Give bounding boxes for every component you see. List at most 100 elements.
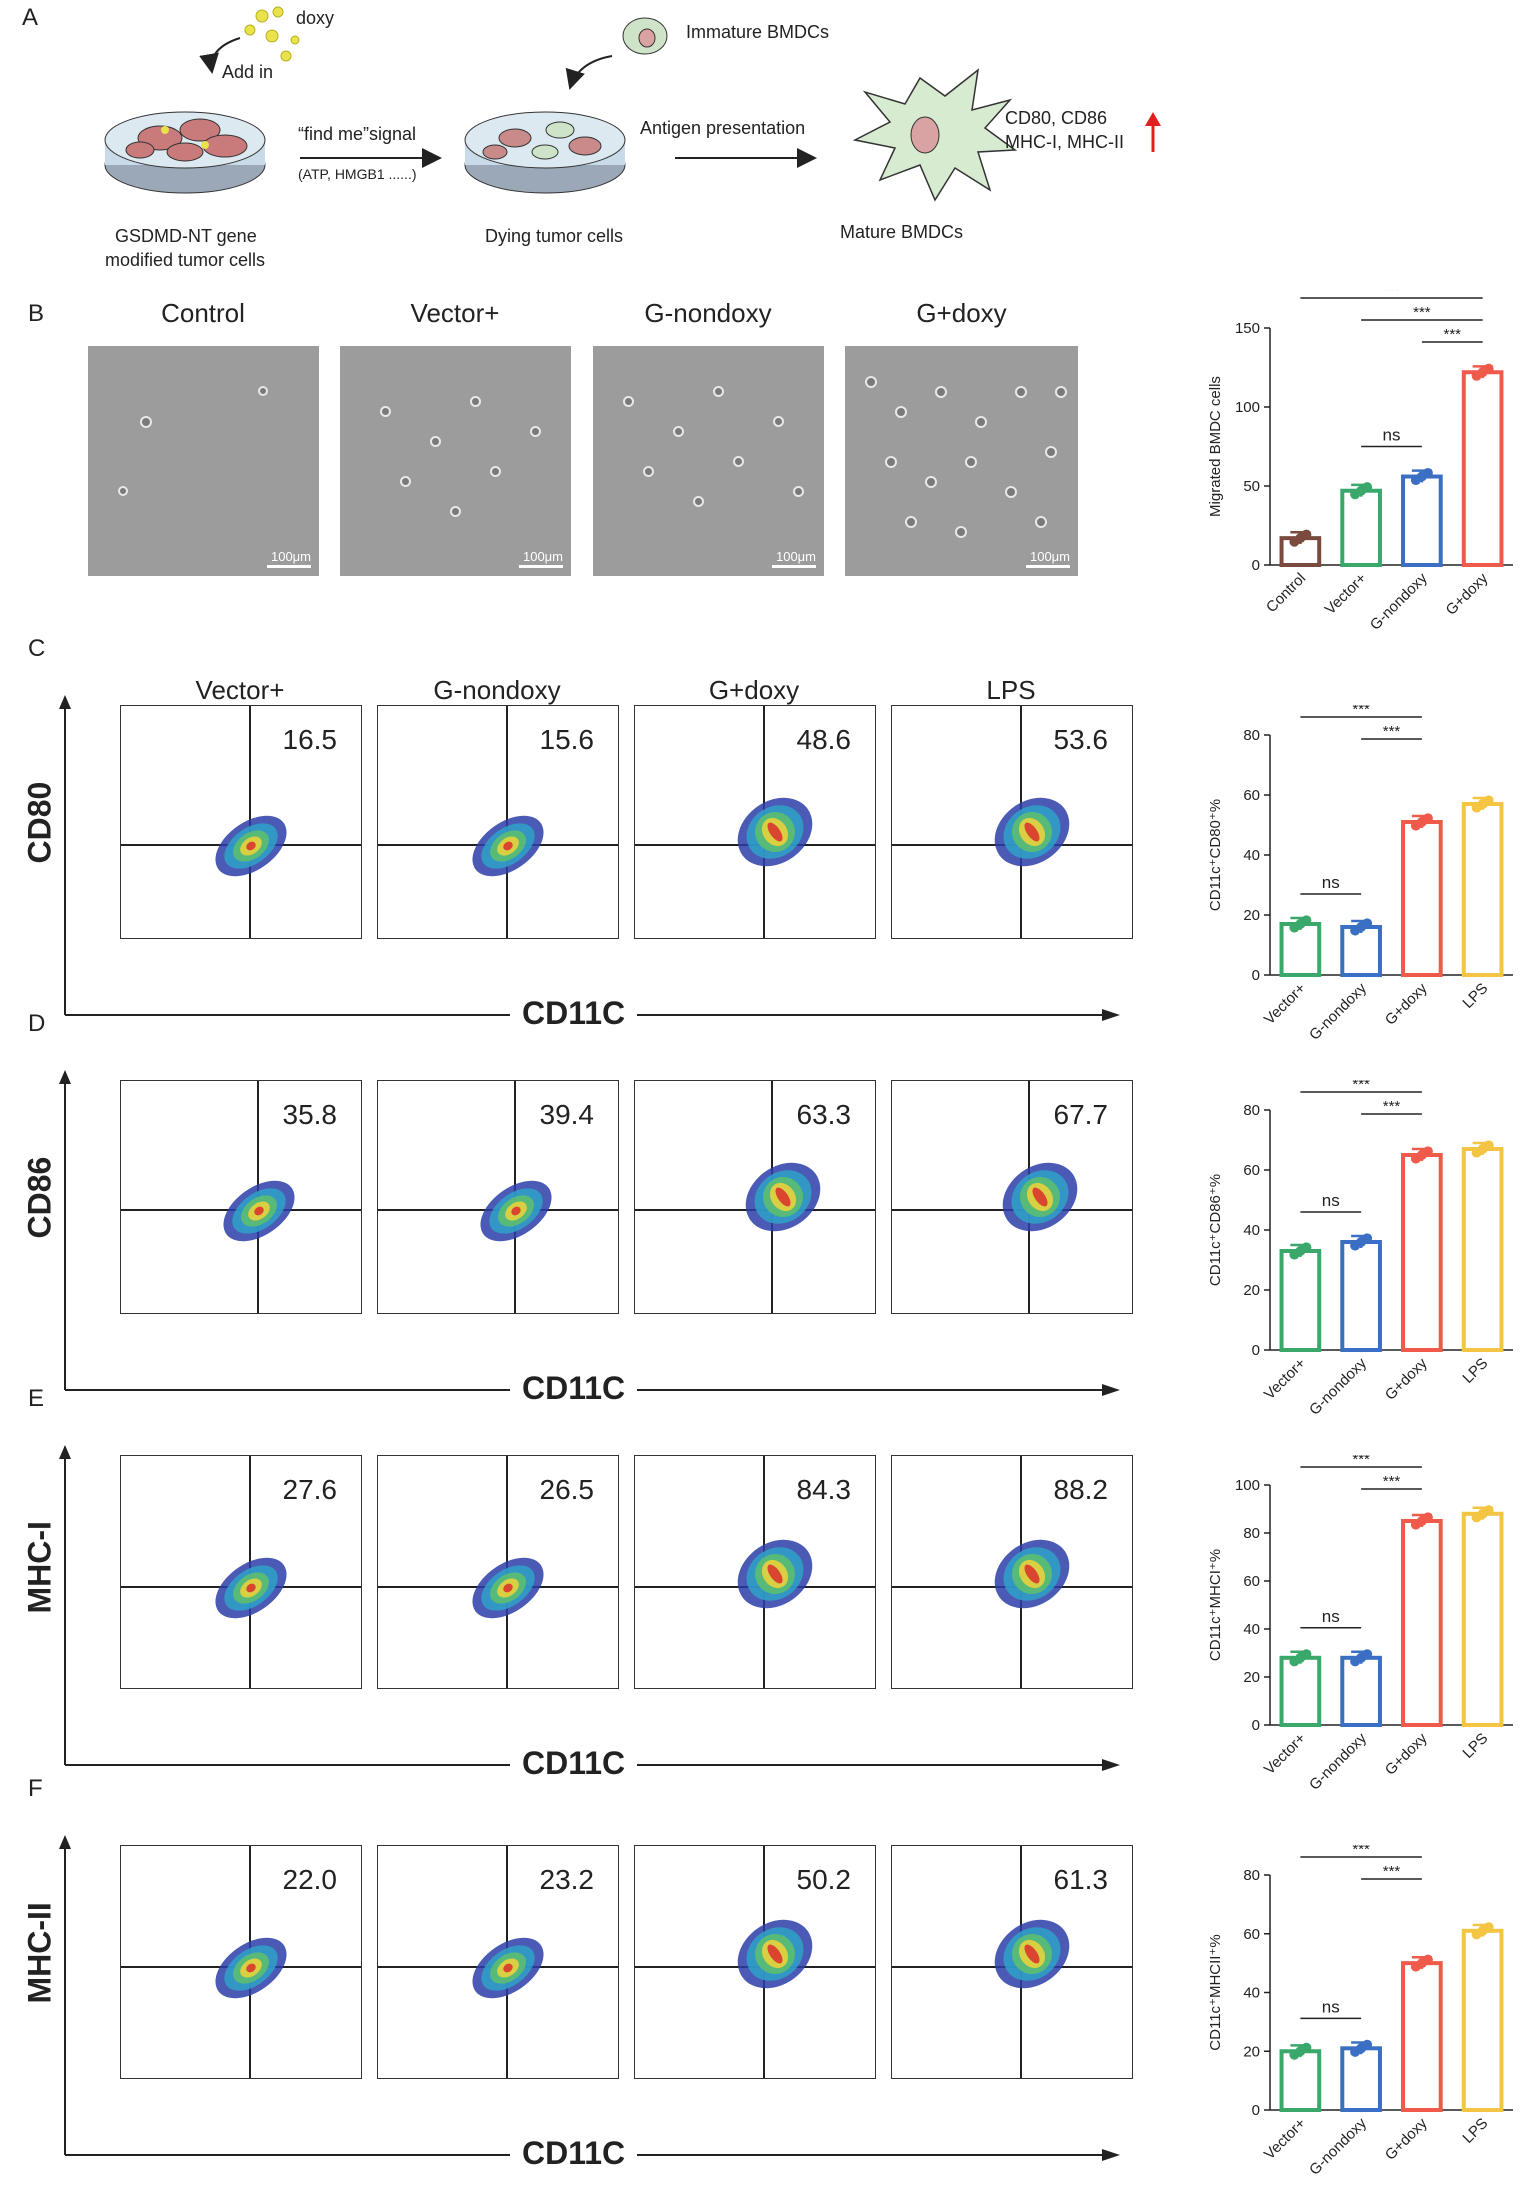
data-point bbox=[1362, 1233, 1373, 1244]
category-label: G-nondoxy bbox=[1306, 2114, 1370, 2178]
density-cloud bbox=[737, 1919, 813, 1989]
x-axis-arrowhead bbox=[1102, 1759, 1120, 1771]
category-label: G-nondoxy bbox=[1367, 569, 1431, 633]
category-label: LPS bbox=[1459, 1355, 1491, 1387]
bar-chart-migrated: 0 50 100 150 Migrated BMDC cells Control Vecto… bbox=[1207, 290, 1513, 634]
find-me-label: “find me”signal bbox=[298, 124, 417, 144]
significance-label: *** bbox=[1352, 705, 1370, 718]
bar bbox=[1340, 1655, 1382, 1727]
y-tick-label: 40 bbox=[1243, 847, 1260, 864]
y-axis-arrowhead bbox=[59, 1835, 71, 1849]
category-label: Vector+ bbox=[1322, 570, 1370, 618]
flow-group-title: LPS bbox=[986, 675, 1036, 705]
bar bbox=[1461, 1928, 1504, 2112]
flow-plot: 22.0 bbox=[120, 1845, 362, 2079]
density-cloud bbox=[480, 1180, 552, 1242]
quadrant-percentage: 26.5 bbox=[539, 1474, 595, 1505]
flow-x-label: CD11C bbox=[510, 995, 638, 1032]
y-axis-label: CD11c⁺MHCI⁺% bbox=[1207, 1549, 1224, 1661]
category-label: LPS bbox=[1459, 980, 1491, 1012]
panel-letter-e: E bbox=[28, 1385, 45, 1412]
significance-label: *** bbox=[1352, 1080, 1370, 1093]
category-label: Vector+ bbox=[1261, 1730, 1309, 1778]
data-point bbox=[1301, 1242, 1312, 1253]
bar bbox=[1340, 1240, 1382, 1352]
y-tick-label: 100 bbox=[1235, 1477, 1260, 1494]
category-label: G+doxy bbox=[1382, 979, 1431, 1028]
bar bbox=[1279, 2049, 1322, 2112]
flow-group-title: Vector+ bbox=[195, 675, 285, 705]
category-label: G+doxy bbox=[1382, 1354, 1431, 1403]
significance-label: *** bbox=[1383, 1473, 1401, 1490]
density-cloud bbox=[737, 797, 813, 867]
y-tick-label: 40 bbox=[1243, 1222, 1260, 1239]
x-axis-arrowhead bbox=[1102, 1009, 1120, 1021]
data-point bbox=[1422, 1954, 1433, 1965]
scale-bar bbox=[519, 565, 563, 568]
markers-line1: CD80, CD86 bbox=[1005, 108, 1108, 128]
y-tick-label: 80 bbox=[1243, 1102, 1260, 1119]
y-tick-label: 80 bbox=[1243, 1867, 1260, 1884]
density-cloud bbox=[215, 1937, 287, 1999]
quadrant-percentage: 48.6 bbox=[796, 724, 852, 755]
flow-x-label: CD11C bbox=[510, 2135, 638, 2172]
category-label: Control bbox=[1263, 570, 1309, 616]
y-axis-label: CD11c⁺MHCII⁺% bbox=[1207, 1934, 1224, 2050]
density-cloud bbox=[994, 1539, 1070, 1609]
y-tick-label: 60 bbox=[1243, 787, 1260, 804]
flow-plot: 61.3 bbox=[891, 1845, 1133, 2079]
quadrant-percentage: 35.8 bbox=[282, 1099, 338, 1130]
y-axis-arrowhead bbox=[59, 695, 71, 709]
data-point bbox=[1483, 363, 1494, 374]
significance-label: ns bbox=[1322, 1191, 1340, 1210]
antigen-label: Antigen presentation bbox=[640, 118, 806, 138]
quadrant-percentage: 27.6 bbox=[282, 1474, 338, 1505]
y-tick-label: 20 bbox=[1243, 1282, 1260, 1299]
panel-letter-c: C bbox=[28, 635, 46, 662]
quadrant-percentage: 50.2 bbox=[796, 1864, 852, 1895]
significance-label: *** bbox=[1383, 1863, 1401, 1880]
mature-bmdc-icon bbox=[852, 68, 1018, 202]
flow-plot: 27.6 bbox=[120, 1455, 362, 1689]
scale-text: 100μm bbox=[1029, 549, 1070, 564]
flow-x-label: CD11C bbox=[510, 1370, 638, 1407]
y-tick-label: 40 bbox=[1243, 1621, 1260, 1638]
data-point bbox=[1483, 1922, 1494, 1933]
y-tick-label: 150 bbox=[1235, 320, 1260, 337]
category-label: Vector+ bbox=[1261, 1355, 1309, 1403]
tumor-dish-icon bbox=[104, 111, 266, 194]
data-point bbox=[1362, 918, 1373, 929]
significance-label: ns bbox=[1322, 873, 1340, 892]
flow-plot: 26.5 bbox=[377, 1455, 619, 1689]
data-point bbox=[1422, 813, 1433, 824]
bar-chart-cd80: 0 20 40 60 80 CD11c⁺CD80⁺% Vector+G-nondoxy G+d… bbox=[1207, 705, 1513, 1044]
flow-plot: 63.3 bbox=[634, 1080, 876, 1314]
quadrant-percentage: 16.5 bbox=[282, 724, 338, 755]
y-tick-label: 80 bbox=[1243, 727, 1260, 744]
y-tick-label: 40 bbox=[1243, 1985, 1260, 2002]
density-cloud bbox=[215, 815, 287, 877]
bar bbox=[1461, 802, 1504, 977]
y-tick-label: 60 bbox=[1243, 1573, 1260, 1590]
flow-plot: 39.4 bbox=[377, 1080, 619, 1314]
y-tick-label: 20 bbox=[1243, 2043, 1260, 2060]
caption-dying: Dying tumor cells bbox=[485, 226, 624, 246]
density-cloud bbox=[994, 1919, 1070, 1989]
bar bbox=[1461, 370, 1504, 567]
bar bbox=[1340, 925, 1382, 977]
micro-title-control: Control bbox=[161, 298, 245, 328]
micro-title-gnondoxy: G-nondoxy bbox=[644, 298, 772, 328]
bar bbox=[1279, 1249, 1322, 1352]
flow-plot: 67.7 bbox=[891, 1080, 1133, 1314]
category-label: G-nondoxy bbox=[1306, 1354, 1370, 1418]
micro-title-gdoxy: G+doxy bbox=[916, 298, 1007, 328]
quadrant-percentage: 88.2 bbox=[1053, 1474, 1109, 1505]
y-tick-label: 50 bbox=[1243, 478, 1260, 495]
upregulation-arrow-icon bbox=[1145, 112, 1161, 152]
data-point bbox=[1362, 2039, 1373, 2050]
category-label: G+doxy bbox=[1443, 569, 1492, 618]
y-axis-label: CD11c⁺CD80⁺% bbox=[1207, 799, 1224, 911]
category-label: Vector+ bbox=[1261, 2115, 1309, 2163]
y-axis-label: CD11c⁺CD86⁺% bbox=[1207, 1174, 1224, 1286]
micrograph-gdoxy: 100μm bbox=[845, 346, 1078, 576]
